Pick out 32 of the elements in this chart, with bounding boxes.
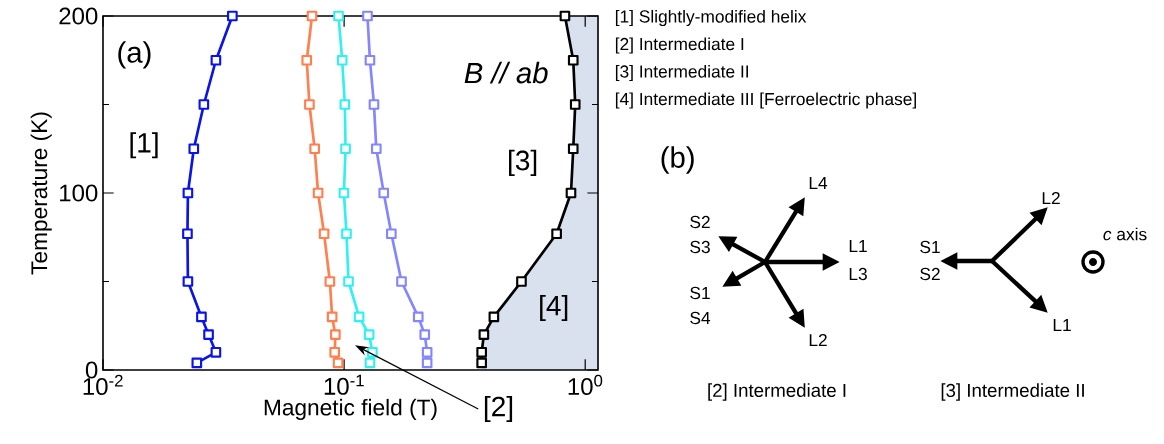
annotation: [4] xyxy=(540,295,568,322)
text: S1 xyxy=(920,240,940,254)
text: S4 xyxy=(690,311,711,325)
x-tick-label: 10$^{-1}$ xyxy=(324,374,364,395)
text: [2] Intermediate I xyxy=(615,37,744,54)
text: [1] Slightly-modified helix xyxy=(615,9,807,27)
annotation: [1] xyxy=(130,132,158,159)
text: L2 xyxy=(809,333,827,347)
text: [2] Intermediate I xyxy=(708,383,846,401)
x-axis-title: Magnetic field (T) xyxy=(264,398,437,420)
text: [4] Intermediate III [Ferroelectric phase] xyxy=(615,92,916,109)
text: [3] Intermediate II xyxy=(615,64,748,82)
y-tick-label: 100 xyxy=(60,184,98,202)
text: [3] Intermediate II xyxy=(941,383,1084,401)
text: (b) xyxy=(661,146,694,174)
text: S2 xyxy=(920,267,940,281)
annotation: (a) xyxy=(118,41,151,69)
y-axis-title: Temperature (K) xyxy=(30,112,52,275)
text: L4 xyxy=(809,177,828,189)
x-tick-label: 10$^{0}$ xyxy=(568,374,603,396)
text: S1 xyxy=(690,286,710,300)
text: c axis xyxy=(1103,227,1147,241)
text: L2 xyxy=(1042,191,1060,205)
text: L3 xyxy=(849,267,867,281)
text: L1 xyxy=(1053,319,1071,331)
annotation: [3] xyxy=(509,149,537,176)
annotation: B // ab xyxy=(464,61,548,84)
text: S2 xyxy=(690,215,710,229)
text: [2] xyxy=(484,395,513,422)
text: L1 xyxy=(849,240,867,252)
y-tick-label: 200 xyxy=(59,7,98,25)
text: S3 xyxy=(690,240,710,254)
